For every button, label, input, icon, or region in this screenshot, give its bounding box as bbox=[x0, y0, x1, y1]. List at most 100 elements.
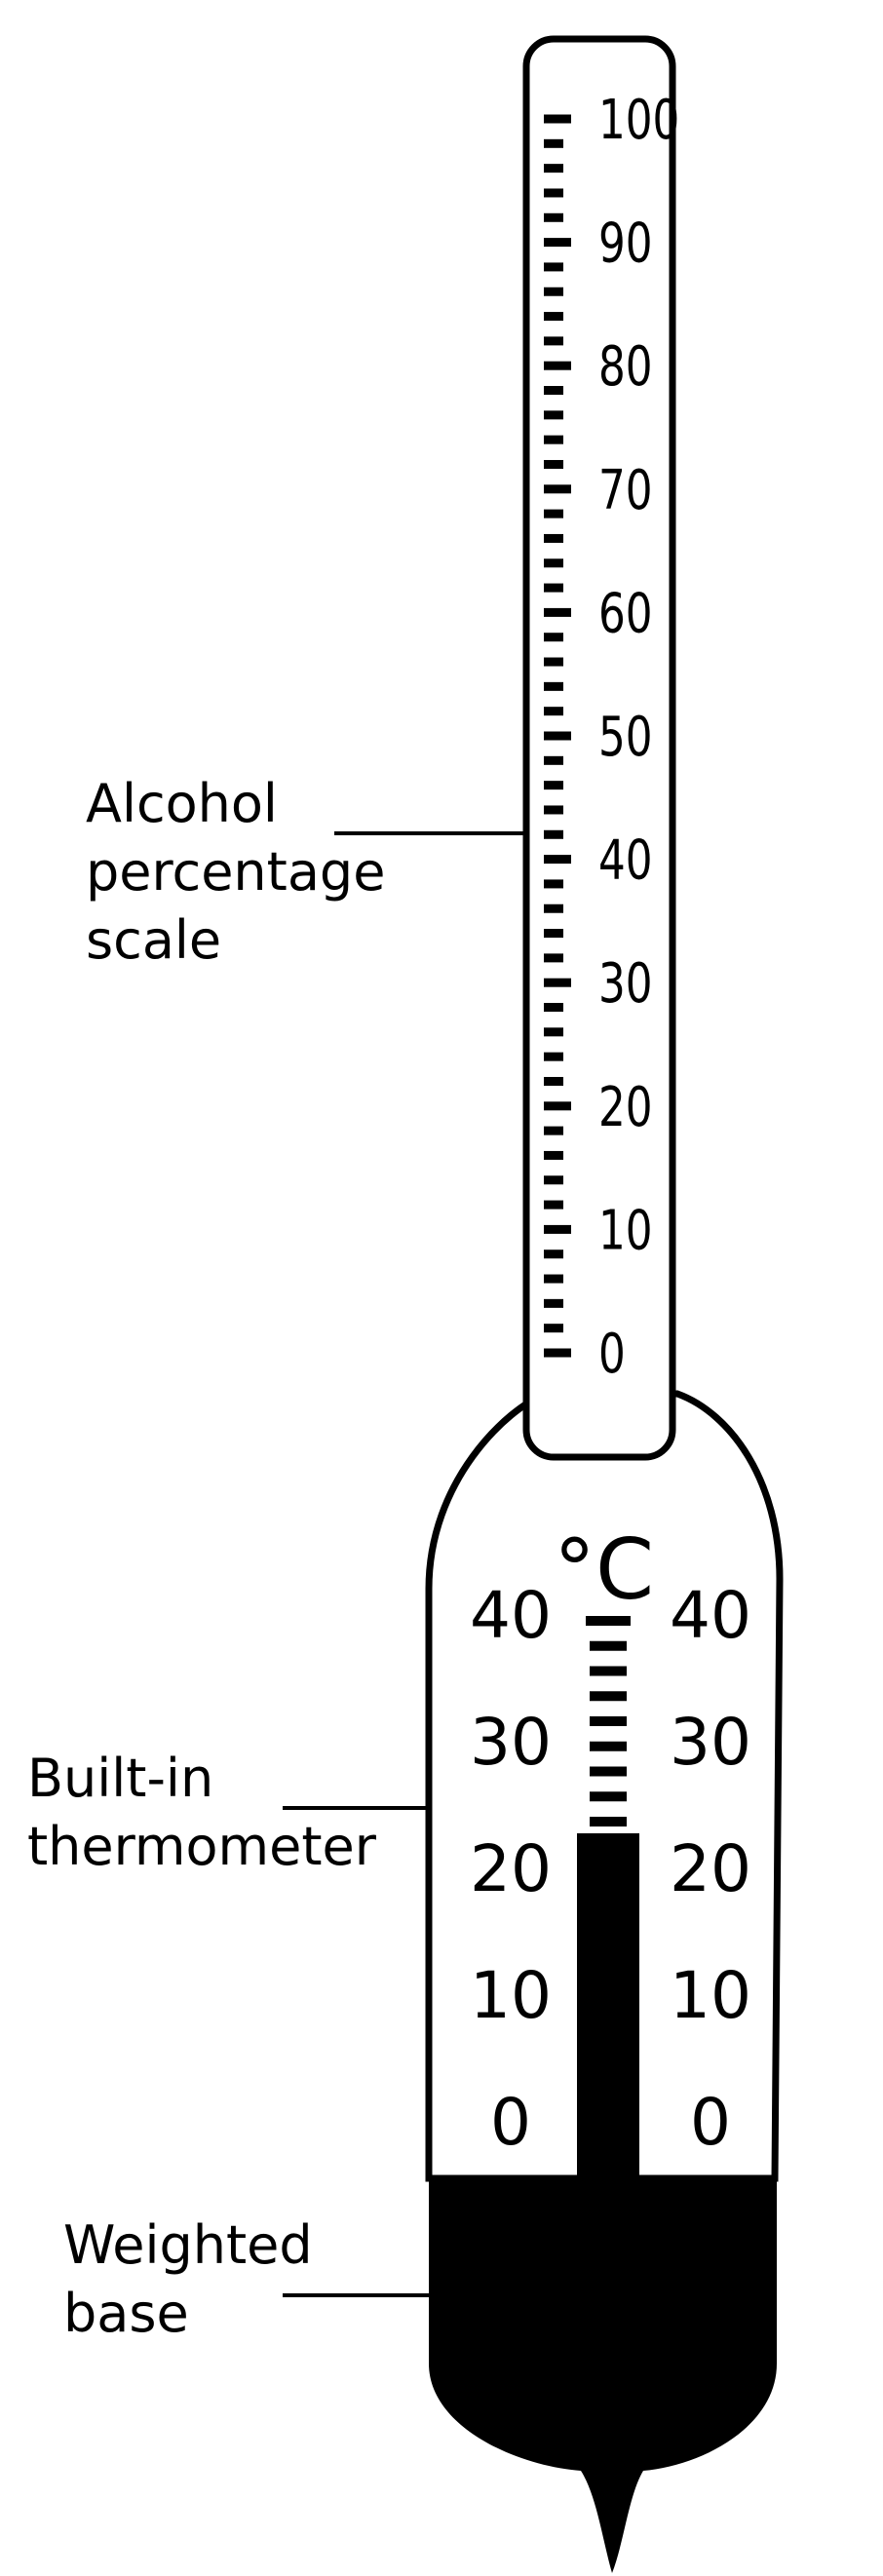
thermometer-tick bbox=[590, 1666, 627, 1676]
alcohol-tick bbox=[544, 953, 563, 963]
thermometer-label-left: 10 bbox=[470, 1958, 552, 2033]
thermometer-unit: °C bbox=[554, 1521, 654, 1619]
alcohol-scale-label: 30 bbox=[598, 951, 653, 1016]
alcohol-tick bbox=[544, 459, 563, 469]
alcohol-tick bbox=[544, 164, 563, 173]
alcohol-tick bbox=[544, 583, 563, 593]
alcohol-tick bbox=[544, 188, 563, 198]
thermometer-tick bbox=[590, 1716, 627, 1726]
hydrometer-bulb bbox=[425, 1390, 784, 2182]
label-thermometer: Built-in thermometer bbox=[27, 1748, 377, 1877]
alcohol-tick bbox=[544, 558, 563, 568]
alcohol-tick bbox=[544, 484, 571, 494]
thermometer-label-left: 30 bbox=[470, 1705, 552, 1780]
alcohol-tick bbox=[544, 361, 571, 370]
alcohol-tick bbox=[544, 1298, 563, 1308]
label-scale-line2: percentage bbox=[86, 841, 385, 903]
alcohol-tick bbox=[544, 607, 571, 617]
weighted-base bbox=[429, 2178, 777, 2573]
alcohol-tick bbox=[544, 114, 571, 124]
alcohol-tick bbox=[544, 855, 571, 865]
alcohol-tick bbox=[544, 707, 563, 716]
thermometer-label-left: 20 bbox=[470, 1831, 552, 1906]
alcohol-tick bbox=[544, 1348, 571, 1358]
alcohol-tick bbox=[544, 1101, 571, 1111]
alcohol-tick bbox=[544, 1126, 563, 1135]
alcohol-tick bbox=[544, 1324, 563, 1333]
alcohol-scale-label: 90 bbox=[598, 211, 653, 275]
label-scale: Alcohol percentage scale bbox=[86, 773, 403, 971]
alcohol-scale-ticks bbox=[544, 114, 571, 1358]
alcohol-tick bbox=[544, 1274, 563, 1284]
thermometer-label-right: 40 bbox=[670, 1578, 751, 1653]
alcohol-scale-label: 50 bbox=[598, 705, 653, 769]
alcohol-scale-label: 40 bbox=[598, 827, 653, 892]
alcohol-tick bbox=[544, 1175, 563, 1185]
alcohol-tick bbox=[544, 1150, 563, 1160]
alcohol-tick bbox=[544, 805, 563, 815]
label-base: Weighted base bbox=[63, 2214, 329, 2344]
alcohol-tick bbox=[544, 1003, 563, 1013]
label-base-line1: Weighted bbox=[63, 2214, 313, 2276]
alcohol-tick bbox=[544, 1200, 563, 1210]
alcohol-scale-label: 60 bbox=[598, 581, 653, 645]
thermometer-label-right: 30 bbox=[670, 1705, 751, 1780]
thermometer-tick bbox=[590, 1766, 627, 1777]
alcohol-tick bbox=[544, 781, 563, 790]
label-thermometer-line1: Built-in bbox=[27, 1748, 213, 1809]
thermometer-tick bbox=[590, 1791, 627, 1802]
thermometer-label-right: 10 bbox=[670, 1958, 751, 2033]
alcohol-tick bbox=[544, 1052, 563, 1061]
alcohol-tick bbox=[544, 312, 563, 322]
alcohol-tick bbox=[544, 435, 563, 444]
alcohol-scale-label: 100 bbox=[598, 88, 679, 152]
alcohol-tick bbox=[544, 1224, 571, 1234]
alcohol-tick bbox=[544, 755, 563, 765]
alcohol-tick bbox=[544, 509, 563, 519]
alcohol-tick bbox=[544, 138, 563, 148]
thermometer-label-right: 0 bbox=[690, 2085, 731, 2160]
thermometer-tick bbox=[586, 1616, 631, 1626]
alcohol-scale-label: 10 bbox=[598, 1198, 653, 1262]
alcohol-tick bbox=[544, 633, 563, 642]
alcohol-tick bbox=[544, 1076, 563, 1086]
label-scale-line3: scale bbox=[86, 909, 221, 971]
alcohol-tick bbox=[544, 929, 563, 939]
alcohol-tick bbox=[544, 1250, 563, 1259]
thermometer-ticks bbox=[586, 1616, 631, 1826]
thermometer-mercury bbox=[577, 1833, 639, 2183]
alcohol-tick bbox=[544, 212, 563, 222]
thermometer-tick bbox=[590, 1741, 627, 1751]
alcohol-tick bbox=[544, 262, 563, 272]
alcohol-tick bbox=[544, 657, 563, 667]
thermometer-numbers: 40 40 30 30 20 20 10 10 0 0 bbox=[470, 1578, 751, 2160]
thermometer-tick bbox=[590, 1817, 627, 1826]
alcohol-scale-label: 20 bbox=[598, 1074, 653, 1138]
alcohol-tick bbox=[544, 731, 571, 741]
alcohol-tick bbox=[544, 829, 563, 839]
alcohol-scale-label: 0 bbox=[598, 1322, 626, 1386]
alcohol-tick bbox=[544, 978, 571, 987]
label-thermometer-line2: thermometer bbox=[27, 1816, 377, 1877]
thermometer-tick bbox=[590, 1691, 627, 1702]
thermometer-label-left: 0 bbox=[490, 2085, 531, 2160]
alcohol-tick bbox=[544, 410, 563, 420]
label-base-line2: base bbox=[63, 2283, 189, 2344]
alcohol-tick bbox=[544, 1027, 563, 1037]
alcohol-tick bbox=[544, 533, 563, 543]
alcohol-tick bbox=[544, 386, 563, 396]
alcohol-tick bbox=[544, 681, 563, 691]
thermometer-tick bbox=[590, 1640, 627, 1651]
label-scale-line1: Alcohol bbox=[86, 773, 278, 834]
thermometer-label-left: 40 bbox=[470, 1578, 552, 1653]
alcohol-tick bbox=[544, 879, 563, 889]
alcohol-scale-label: 80 bbox=[598, 334, 653, 399]
thermometer-label-right: 20 bbox=[670, 1831, 751, 1906]
alcohol-scale-label: 70 bbox=[598, 457, 653, 521]
alcohol-tick bbox=[544, 238, 571, 248]
alcohol-tick bbox=[544, 336, 563, 346]
alcohol-tick bbox=[544, 287, 563, 296]
